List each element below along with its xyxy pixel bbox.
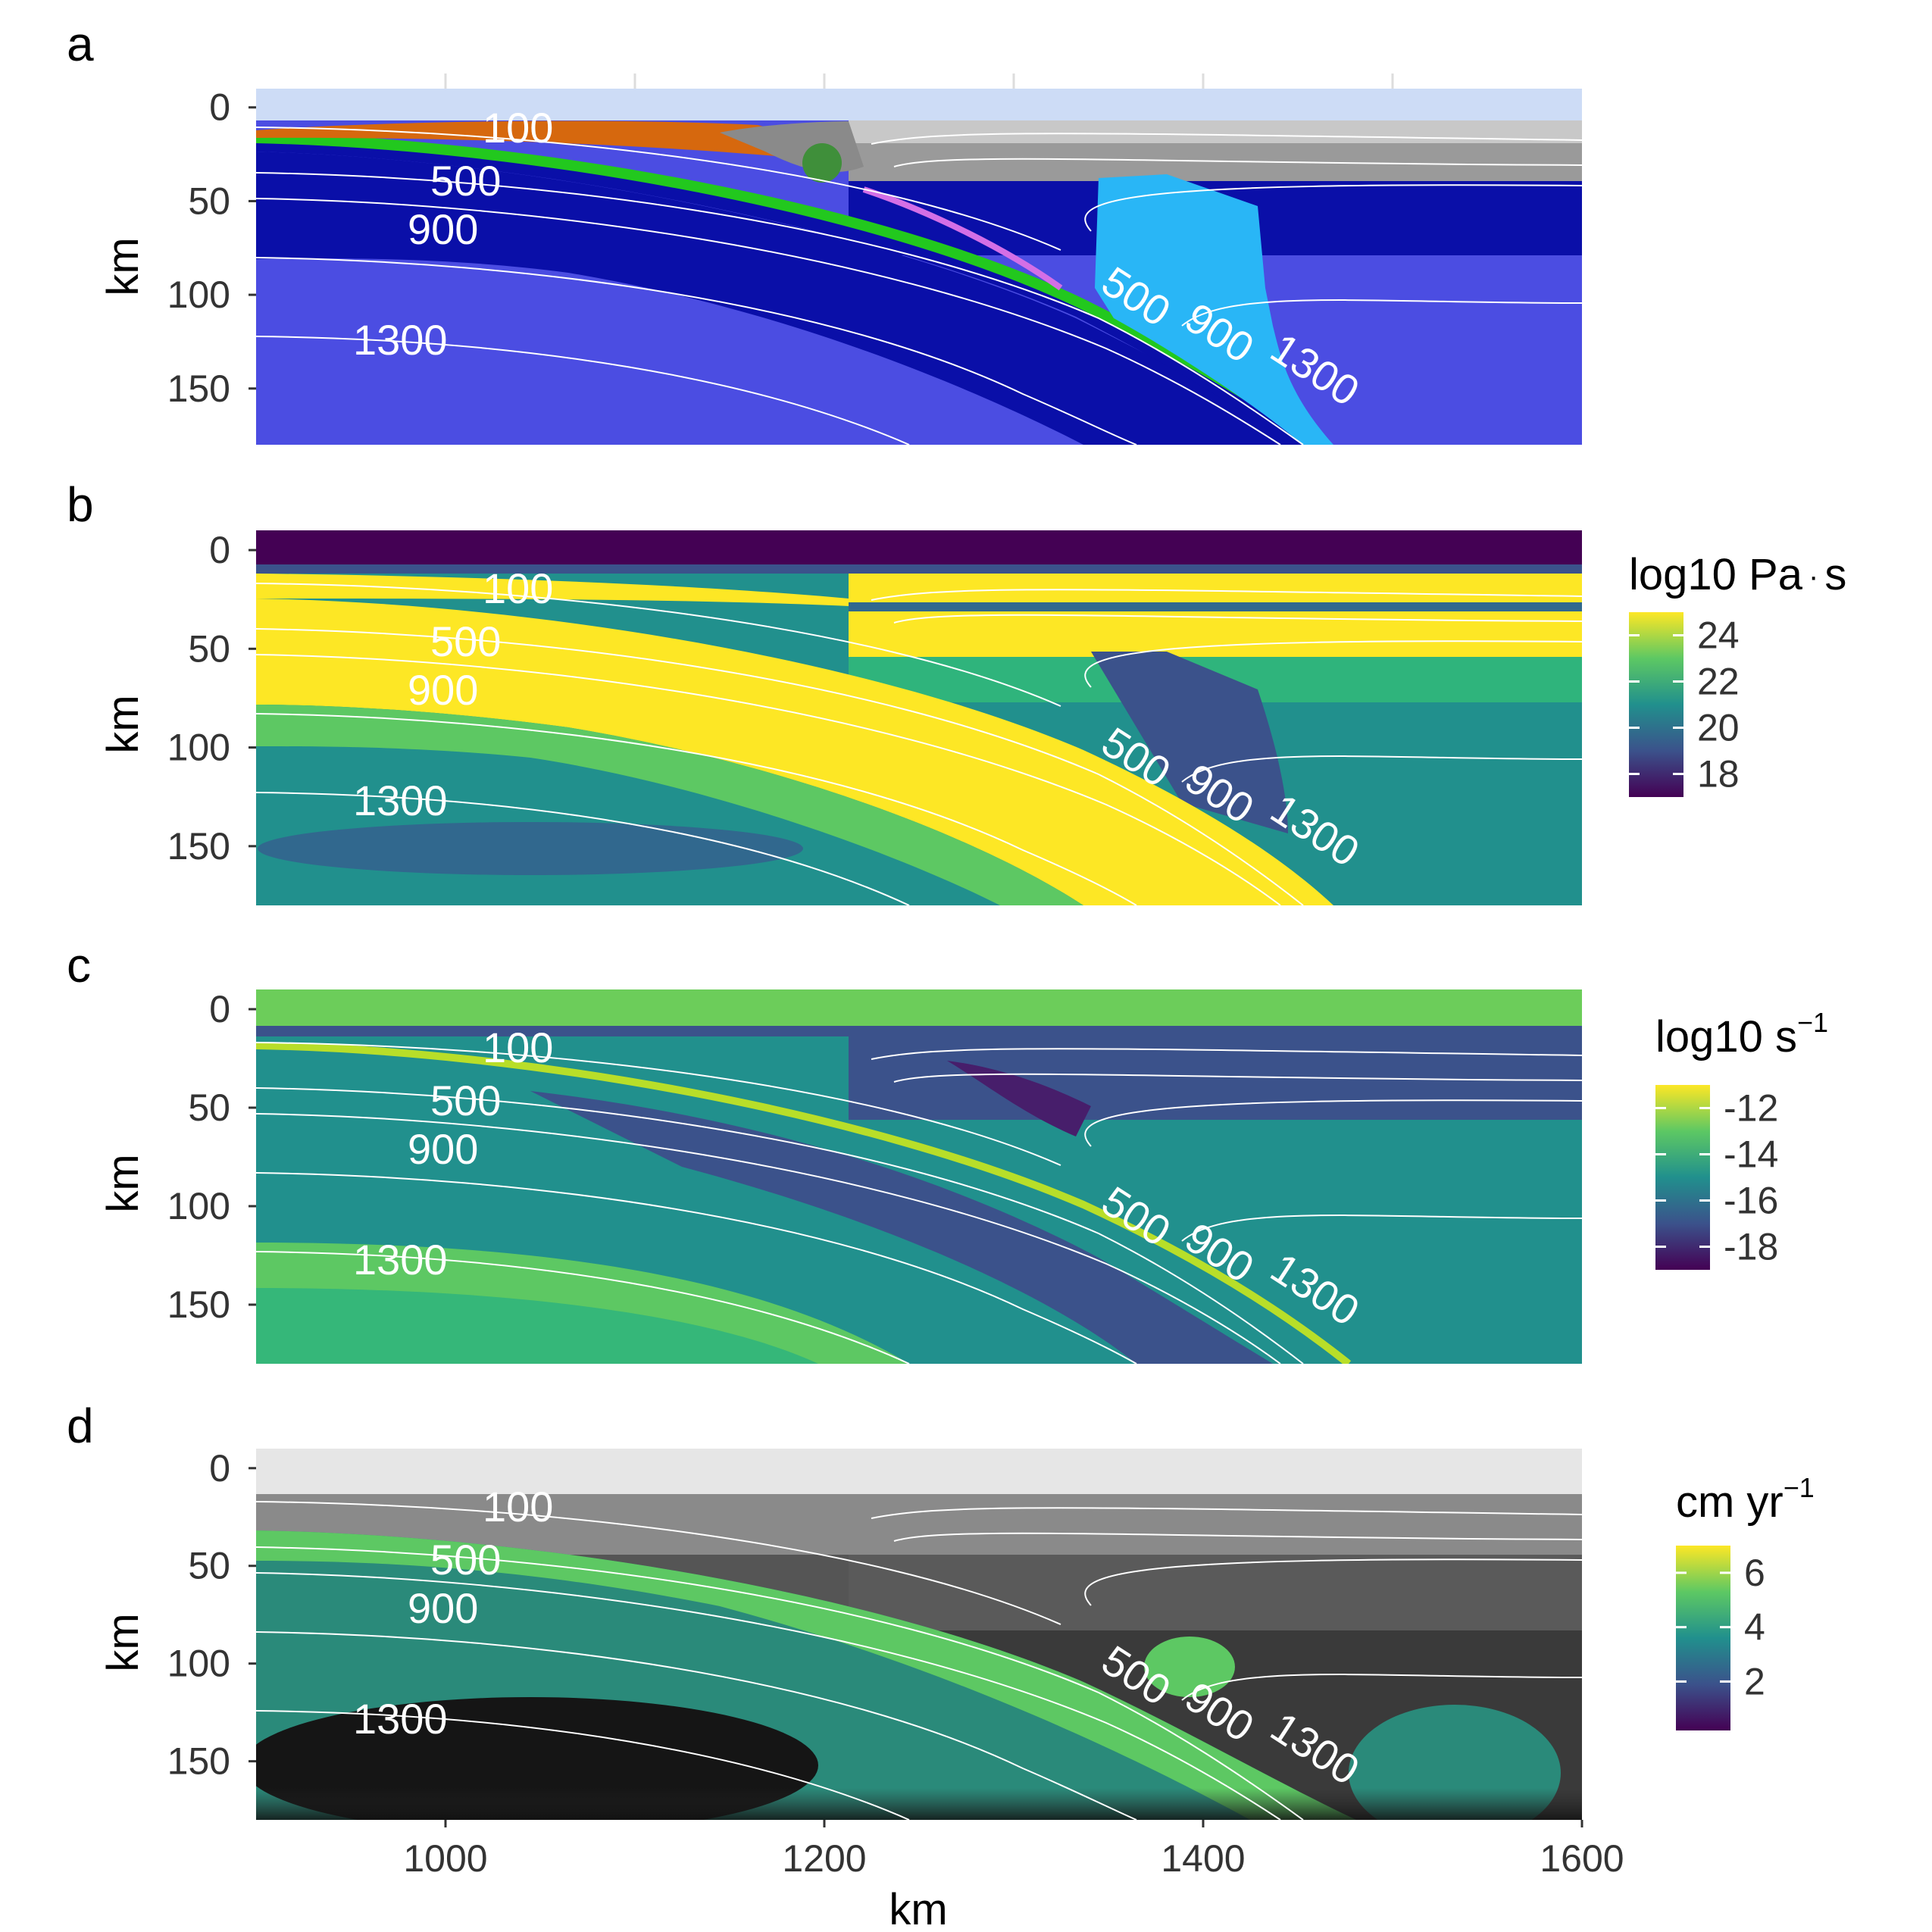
legend-viscosity: log10 Pa · s [1629, 550, 1846, 797]
panel-a-isotherm-label-4: 1300 [353, 316, 448, 364]
panel-d-y-tick-label: 100 [167, 1643, 230, 1685]
panel-b-y-tick-label: 50 [188, 627, 230, 670]
legend-velocity: cm yr−1 [1676, 1472, 1815, 1730]
panel-b-y-tick-label: 0 [209, 529, 230, 571]
panel-d-isotherm-label-1: 100 [483, 1483, 553, 1530]
x-tick-layer: 1000 1200 1400 1600 [403, 1820, 1624, 1880]
legend-strain-rate-tick-label: -12 [1724, 1087, 1778, 1130]
legend-velocity-title-sup: −1 [1784, 1472, 1815, 1503]
panel-a-isotherm-label-2: 500 [430, 157, 501, 205]
panel-b-y-axis-title: km [98, 695, 148, 753]
legend-viscosity-title: log10 Pa · s [1629, 550, 1846, 599]
panel-b-isotherm-label-4: 1300 [353, 777, 448, 824]
x-tick-label: 1400 [1161, 1837, 1245, 1880]
panel-label-b: b [67, 477, 94, 532]
y-tick-layer: 0 50 100 150 0 50 100 150 0 50 100 150 0 50 100 150 [167, 73, 1394, 1783]
legend-viscosity-tick-label: 24 [1697, 614, 1740, 657]
legend-strain-rate-title-sup: −1 [1797, 1007, 1828, 1038]
panel-c-isotherm-label-3: 900 [408, 1125, 478, 1173]
panel-c-y-tick-label: 100 [167, 1185, 230, 1227]
panel-c: 100 500 900 1300 500 900 1300 [256, 989, 1582, 1364]
panel-c-y-tick-label: 0 [209, 988, 230, 1030]
panel-a-y-tick-label: 0 [209, 86, 230, 129]
legend-viscosity-title-main: log10 Pa [1629, 550, 1803, 599]
panel-a-y-tick-label: 100 [167, 274, 230, 316]
legend-viscosity-title-dot: · [1809, 560, 1818, 593]
legend-strain-rate-colorbar [1655, 1085, 1710, 1270]
legend-viscosity-tick-label: 22 [1697, 661, 1740, 703]
panel-b-y-tick-label: 150 [167, 825, 230, 868]
panel-d-y-tick-label: 50 [188, 1545, 230, 1587]
panel-d-y-tick-label: 150 [167, 1740, 230, 1783]
panel-c-isotherm-label-2: 500 [430, 1077, 501, 1124]
panel-c-y-tick-label: 50 [188, 1086, 230, 1129]
panel-c-isotherm-label-4: 1300 [353, 1236, 448, 1283]
panel-c-y-tick-label: 150 [167, 1283, 230, 1326]
panel-label-d: d [67, 1399, 94, 1453]
legend-viscosity-tick-label: 18 [1697, 753, 1740, 796]
panel-label-c: c [67, 938, 91, 993]
panel-a-isotherm-label-3: 900 [408, 205, 478, 253]
panel-b-isotherm-label-3: 900 [408, 666, 478, 714]
panel-d-isotherm-label-4: 1300 [353, 1695, 448, 1743]
legend-viscosity-title-tail: s [1824, 550, 1846, 599]
legend-viscosity-tick-label: 20 [1697, 707, 1740, 749]
panel-d-y-axis-title: km [98, 1613, 148, 1671]
panel-c-y-axis-title: km [98, 1154, 148, 1212]
legend-velocity-title: cm yr−1 [1676, 1472, 1815, 1527]
panel-label-a: a [67, 17, 94, 71]
legend-velocity-tick-label: 4 [1744, 1606, 1765, 1649]
panel-a-isotherm-label-1: 100 [483, 104, 553, 152]
x-tick-label: 1200 [782, 1837, 866, 1880]
panel-b-isotherm-label-2: 500 [430, 617, 501, 665]
panel-a: 100 500 900 1300 500 900 1300 [256, 89, 1582, 445]
x-tick-label: 1600 [1540, 1837, 1624, 1880]
panel-a-y-tick-label: 50 [188, 180, 230, 222]
legend-velocity-tick-label: 6 [1744, 1552, 1765, 1594]
panel-d: 100 500 900 1300 500 900 1300 [256, 1449, 1582, 1820]
legend-viscosity-colorbar [1629, 612, 1683, 797]
panel-a-y-tick-label: 150 [167, 367, 230, 410]
panel-b-y-tick-label: 100 [167, 727, 230, 769]
panel-c-isotherm-label-1: 100 [483, 1024, 553, 1071]
panel-b-isotherm-label-1: 100 [483, 564, 553, 612]
legend-velocity-title-main: cm yr [1676, 1477, 1784, 1527]
panel-d-isotherm-label-3: 900 [408, 1584, 478, 1632]
legend-strain-rate-tick-label: -16 [1724, 1180, 1778, 1222]
legend-strain-rate-title: log10 s−1 [1655, 1007, 1828, 1061]
panel-b: 100 500 900 1300 500 900 1300 [256, 530, 1582, 905]
legend-strain-rate: log10 s−1 [1655, 1007, 1828, 1270]
legend-velocity-colorbar [1676, 1546, 1730, 1730]
legend-strain-rate-title-main: log10 s [1655, 1012, 1797, 1061]
panel-d-y-tick-label: 0 [209, 1447, 230, 1490]
legend-strain-rate-tick-label: -18 [1724, 1226, 1778, 1268]
legend-strain-rate-tick-label: -14 [1724, 1133, 1778, 1176]
panel-a-y-axis-title: km [98, 237, 148, 295]
x-axis-title: km [889, 1885, 947, 1932]
x-tick-label: 1000 [403, 1837, 487, 1880]
legend-velocity-tick-label: 2 [1744, 1660, 1765, 1702]
panel-d-isotherm-label-2: 500 [430, 1536, 501, 1583]
